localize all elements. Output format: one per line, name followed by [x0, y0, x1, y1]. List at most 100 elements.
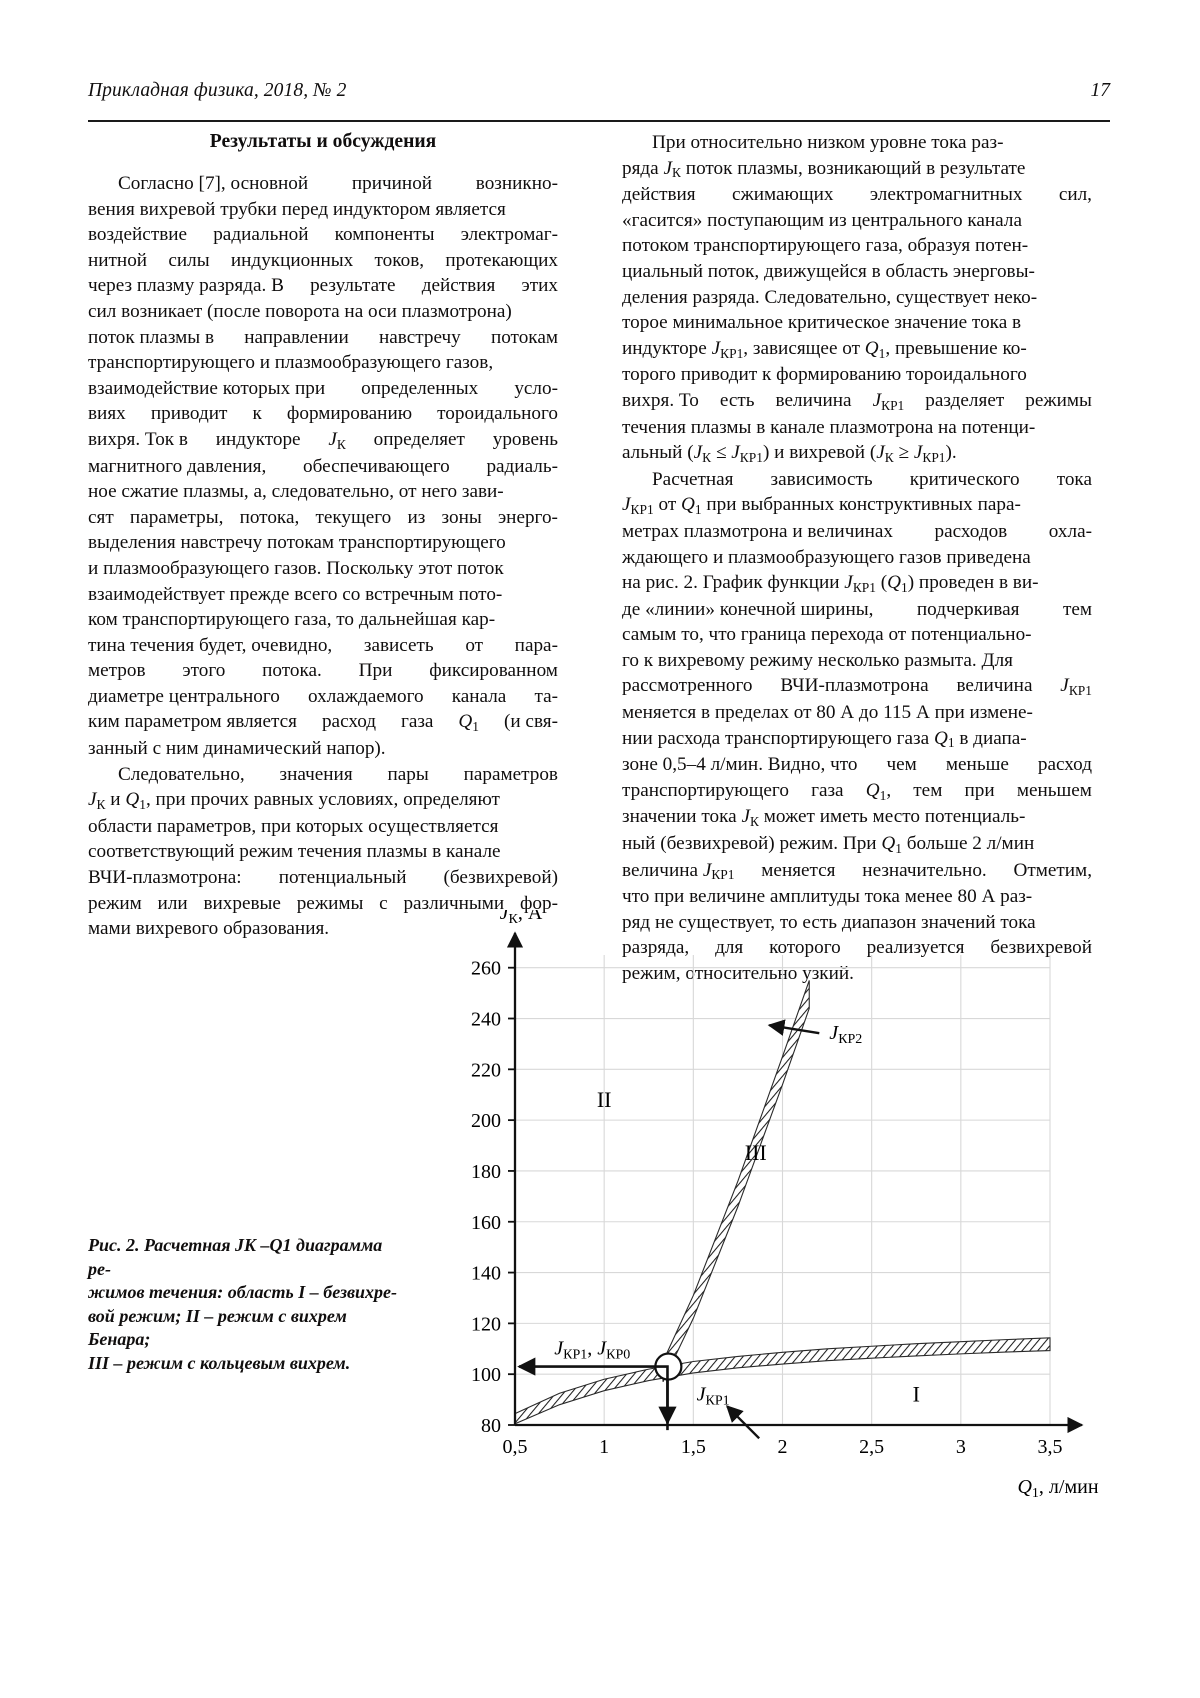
text-line: ряд не существует, то есть диапазон знач…	[622, 911, 1036, 933]
text-line: вихря. То есть величина JКР1 разделяет режимы	[622, 389, 1092, 413]
text-line: JК и Q1, при прочих равных условиях, опр…	[88, 789, 500, 812]
y-tick-label: 220	[471, 1059, 501, 1081]
text-line: JКР1 от Q1 при выбранных конструктивных …	[622, 494, 1021, 518]
x-tick-label: 2	[778, 1436, 788, 1458]
annotation-jkp1: JКР1	[697, 1383, 730, 1408]
text-line: При относительно низком уровне тока раз-	[652, 132, 1004, 153]
right-column-body: При относительно низком уровне тока раз-…	[622, 130, 1092, 987]
x-tick-label: 2,5	[859, 1436, 884, 1458]
x-tick-label: 1	[599, 1436, 609, 1458]
text-line: воздействие радиальной компоненты электрома…	[88, 224, 558, 246]
text-line: меняется в пределах от 80 А до 115 А при…	[622, 702, 1033, 724]
text-line: выделения навстречу потокам транспортиру…	[88, 532, 506, 554]
text-line: области параметров, при которых осуществ…	[88, 815, 499, 837]
y-tick-label: 180	[471, 1161, 501, 1183]
left-column: Результаты и обсуждения Согласно [7], ос…	[88, 130, 558, 942]
text-line: рассмотренного ВЧИ-плазмотрона величина JКР…	[622, 675, 1092, 699]
text-line: ким параметром является расход газа Q1 (и св…	[88, 711, 558, 735]
series-band-JКР2	[662, 980, 810, 1383]
annotation-jkp2: JКР2	[829, 1022, 862, 1047]
x-tick-label: 0,5	[503, 1436, 528, 1458]
text-line: действия сжимающих электромагнитных сил,	[622, 184, 1092, 206]
text-line: значении тока JК может иметь место потен…	[622, 806, 1026, 830]
text-line: метрах плазмотрона и величинах расходов ох…	[622, 520, 1092, 542]
text-line: величина JКР1 меняется незначительно. Отмет…	[622, 859, 1092, 883]
text-line: ком транспортирующего газа, то дальнейша…	[88, 609, 496, 631]
text-line: занный с ним динамический напор).	[88, 738, 386, 760]
y-tick-label: 140	[471, 1263, 501, 1285]
text-line: что при величине амплитуды тока менее 80…	[622, 886, 1033, 908]
x-tick-label: 3,5	[1038, 1436, 1063, 1458]
text-line: транспортирующего и плазмообразующего га…	[88, 352, 494, 374]
text-line: виях приводит к формированию тороидального	[88, 403, 558, 425]
y-tick-label: 160	[471, 1212, 501, 1234]
y-tick-label: 240	[471, 1009, 501, 1031]
text-line: ВЧИ-плазмотрона: потенциальный (безвихрево…	[88, 867, 558, 889]
text-line: го к вихревому режиму несколько размыта.…	[622, 649, 1013, 671]
y-tick-label: 120	[471, 1313, 501, 1335]
text-line: зоне 0,5–4 л/мин. Видно, что чем меньше рас…	[622, 754, 1092, 776]
x-tick-label: 3	[956, 1436, 966, 1458]
text-line: альный (JК ≤ JКР1) и вихревой (JК ≥ JКР1…	[622, 442, 957, 465]
annotation-jkp1-jkp0: JКР1, JКР0	[554, 1338, 630, 1363]
text-line: поток плазмы в направлении навстречу потока…	[88, 326, 558, 348]
y-tick-label: 100	[471, 1364, 501, 1386]
text-line: индукторе JКР1, зависящее от Q1, превыше…	[622, 337, 1027, 361]
text-line: Согласно [7], основной причиной возникно-	[118, 173, 558, 194]
text-line: торое минимальное критическое значение т…	[622, 312, 1022, 334]
text-line: ждающего и плазмообразующего газов приве…	[622, 546, 1031, 568]
text-line: ное сжатие плазмы, а, следовательно, от …	[88, 481, 504, 503]
text-line: на рис. 2. График функции JКР1 (Q1) пров…	[622, 572, 1039, 595]
text-line: тина течения будет, очевидно, зависеть от п…	[88, 634, 558, 656]
text-line: транспортирующего газа Q1, тем при меньшем	[622, 779, 1092, 803]
y-axis-label: JК, A	[500, 910, 543, 927]
header-rule	[88, 120, 1110, 122]
text-line: ный (безвихревой) режим. При Q1 больше 2…	[622, 833, 1035, 856]
text-line: Расчетная зависимость критического тока	[652, 468, 1092, 490]
text-line: де «линии» конечной ширины, подчеркивая те…	[622, 598, 1092, 620]
text-line: нии расхода транспортирующего газа Q1 в …	[622, 727, 1027, 751]
page-number: 17	[1090, 80, 1111, 101]
text-line: Следовательно, значения пары параметров	[118, 763, 558, 785]
text-line: вихря. Ток в индукторе JК определяет уровень	[88, 428, 558, 452]
y-tick-label: 200	[471, 1110, 501, 1132]
text-line: магнитного давления, обеспечивающего радиа…	[88, 455, 558, 477]
journal-title: Прикладная физика, 2018, № 2	[88, 80, 347, 101]
callout-arrow-jkp2	[767, 1019, 820, 1036]
figure-caption-line: вой режим; II – режим с вихрем Бенара;	[88, 1305, 347, 1350]
text-line: метров этого потока. При фиксированном	[88, 660, 558, 682]
text-line: взаимодействие которых при определенных ус…	[88, 377, 558, 399]
text-line: деления разряда. Следовательно, существу…	[622, 286, 1038, 308]
text-line: соответствующий режим течения плазмы в к…	[88, 841, 501, 863]
figure-caption-line: Рис. 2. Расчетная JK –Q1 диаграмма ре-	[88, 1235, 383, 1279]
right-column: При относительно низком уровне тока раз-…	[622, 130, 1092, 987]
text-line: и плазмообразующего газов. Поскольку это…	[88, 557, 504, 579]
figure-caption: Рис. 2. Расчетная JK –Q1 диаграмма ре- ж…	[88, 1234, 406, 1375]
y-tick-label: 260	[471, 958, 501, 980]
x-tick-label: 1,5	[681, 1436, 706, 1458]
left-column-body: Согласно [7], основной причиной возникно-в…	[88, 171, 558, 942]
section-heading: Результаты и обсуждения	[209, 131, 437, 152]
running-head: Прикладная физика, 2018, № 2 17	[88, 80, 1110, 114]
region-label-II: II	[597, 1087, 612, 1112]
callout-arrow-jkp1	[725, 1405, 761, 1440]
text-line: течения плазмы в канале плазмотрона на п…	[622, 416, 1036, 438]
figure-chart: 80 100 120 140 160 180 200 220 240 260 0,5 1 1,5 2 2,5…	[420, 910, 1120, 1570]
text-line: «гасится» поступающим из центрального ка…	[622, 209, 1022, 231]
text-line: сят параметры, потока, текущего из зоны энерго…	[88, 506, 558, 528]
text-line: нитной силы индукционных токов, протекающих	[88, 249, 558, 271]
y-tick-label: 80	[481, 1415, 501, 1437]
text-line: самым то, что граница перехода от потенц…	[622, 624, 1032, 646]
jk-q1-diagram: 80 100 120 140 160 180 200 220 240 260 0,5 1 1,5 2 2,5…	[471, 910, 1099, 1501]
text-line: циальный поток, движущейся в область эне…	[622, 260, 1035, 282]
text-line: режим или вихревые режимы с различными фор-	[88, 892, 558, 914]
text-line: диаметре центрального охлаждаемого канала т…	[88, 685, 558, 707]
region-label-III: III	[745, 1140, 767, 1165]
x-axis-label: Q1, л/мин	[1017, 1476, 1098, 1501]
text-line: мами вихревого образования.	[88, 918, 330, 940]
figure-caption-line: III – режим с кольцевым вихрем.	[88, 1352, 351, 1373]
text-line: разряда, для которого реализуется безвихрево…	[622, 937, 1092, 959]
text-line: взаимодействует прежде всего со встречны…	[88, 583, 503, 605]
